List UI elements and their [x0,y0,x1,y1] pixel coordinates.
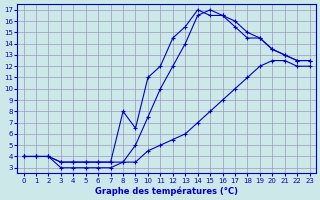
X-axis label: Graphe des températures (°C): Graphe des températures (°C) [95,186,238,196]
